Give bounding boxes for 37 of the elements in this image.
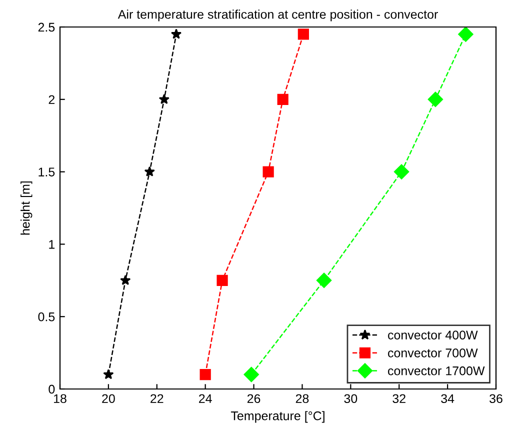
x-tick-label: 36	[490, 394, 502, 404]
x-tick-label: 28	[296, 394, 309, 404]
chart-title: Air temperature stratification at centre position - convector	[118, 10, 438, 22]
y-tick-label: 2	[48, 95, 55, 104]
x-tick-label: 26	[247, 394, 260, 404]
point	[262, 166, 274, 178]
point	[200, 368, 211, 380]
point	[244, 366, 259, 382]
y-tick-label: 1	[49, 240, 55, 249]
x-tick-label: 34	[441, 394, 454, 404]
x-tick-label: 18	[54, 394, 66, 404]
x-tick-label: 30	[344, 394, 358, 404]
x-tick-label: 32	[392, 394, 406, 404]
point	[120, 274, 131, 286]
y-tick-label: 0	[48, 384, 55, 394]
point	[170, 28, 182, 39]
y-tick-label: 0.5	[38, 312, 55, 322]
point	[458, 27, 474, 42]
x-tick-label: 22	[150, 394, 164, 403]
point	[298, 28, 309, 40]
x-tick-label: 24	[199, 394, 212, 403]
point	[428, 92, 444, 107]
point	[277, 94, 288, 105]
y-tick-label: 2.5	[38, 22, 55, 32]
y-tick-label: 1.5	[38, 168, 55, 176]
point	[394, 164, 410, 180]
legend-label: convector 1700W	[388, 366, 485, 376]
y-axis-title: height [m]	[20, 181, 32, 235]
x-tick-label: 20	[102, 394, 115, 404]
x-axis-title: Temperature [°C]	[230, 411, 324, 423]
point	[144, 166, 155, 176]
legend-label: convector 700W	[388, 348, 478, 358]
legend-label: convector 400W	[388, 330, 478, 340]
point	[316, 272, 332, 288]
point	[216, 274, 228, 286]
point	[158, 94, 170, 104]
point	[103, 368, 114, 380]
